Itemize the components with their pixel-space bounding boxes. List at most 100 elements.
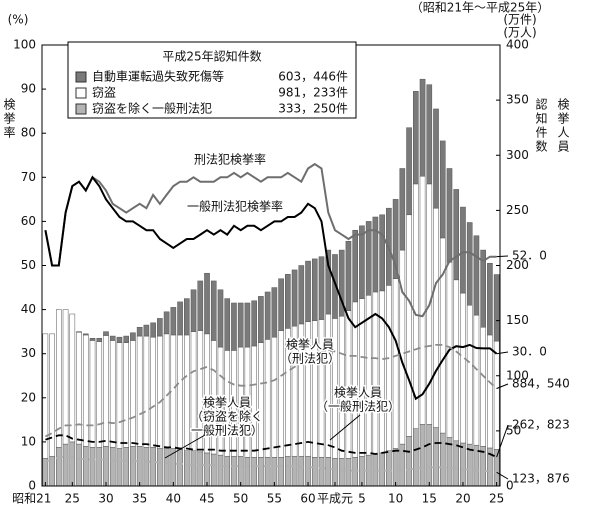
bar-segment xyxy=(345,458,352,487)
bar-segment xyxy=(224,298,231,351)
legend-box xyxy=(67,41,357,119)
bar-segment xyxy=(318,457,325,487)
x-tick-label: 10 xyxy=(388,492,403,506)
y-tick-label: 40 xyxy=(21,302,36,316)
bar-segment xyxy=(69,313,76,443)
bar-segment xyxy=(130,340,136,447)
bar-segment xyxy=(163,311,170,335)
end-label: 123，876 xyxy=(512,472,570,486)
end-label-connector xyxy=(496,351,509,355)
bar-segment xyxy=(305,455,311,487)
bar-segment xyxy=(157,335,163,449)
bar-segment xyxy=(210,453,217,487)
bar-segment xyxy=(291,455,298,487)
bar-segment xyxy=(163,333,170,449)
bar-segment xyxy=(365,221,372,296)
bar-segment xyxy=(96,447,103,487)
bar-segment xyxy=(62,443,69,487)
y-tick-label: 0 xyxy=(28,479,36,493)
bar-segment xyxy=(197,451,204,487)
bar-segment xyxy=(123,335,130,343)
bar-segment xyxy=(278,278,284,331)
period: （昭和21年～平成25年） xyxy=(411,1,550,15)
bar-segment xyxy=(190,450,197,487)
bar-segment xyxy=(487,263,493,336)
bar-segment xyxy=(386,450,392,487)
bar-segment xyxy=(42,333,49,459)
legend-value: 333，250件 xyxy=(278,102,348,116)
bar-segment xyxy=(103,331,109,336)
dashed-line xyxy=(45,434,497,458)
bar-segment xyxy=(264,291,271,340)
annotation: 検挙人員 xyxy=(286,338,334,352)
bar-segment xyxy=(460,292,466,444)
y2-tick-label: 0 xyxy=(506,479,514,493)
x-tick-label: 昭和21 xyxy=(12,492,51,506)
end-label-connector xyxy=(496,424,509,458)
y2-tick-label: 400 xyxy=(506,38,529,52)
bar-segment xyxy=(258,457,264,487)
bar-segment xyxy=(473,235,480,316)
bar-segment xyxy=(399,249,406,445)
x-tick-label: 30 xyxy=(98,492,113,506)
bar-segment xyxy=(466,222,473,306)
bar-segment xyxy=(251,300,257,347)
annotation: 一般刑法犯） xyxy=(191,423,263,438)
bar-segment xyxy=(217,289,224,348)
bar-segment xyxy=(62,309,69,445)
bar-segment xyxy=(76,443,82,487)
bar-segment xyxy=(399,168,406,251)
bar-segment xyxy=(123,342,130,448)
y-unit: (%) xyxy=(8,13,29,27)
bar-segment xyxy=(197,280,204,331)
bar-segment xyxy=(177,334,183,450)
bar-segment xyxy=(305,260,311,322)
bar-segment xyxy=(352,457,359,487)
bar-segment xyxy=(379,214,385,292)
bar-segment xyxy=(338,249,345,317)
annotation: （刑法犯） xyxy=(280,352,340,366)
bar-segment xyxy=(453,189,460,281)
dashed-line xyxy=(45,343,498,438)
bar-segment xyxy=(177,449,183,487)
y-tick-label: 90 xyxy=(21,82,36,96)
end-label-connector xyxy=(496,471,509,480)
annotation: 検挙人員 xyxy=(203,396,251,410)
bar-segment xyxy=(204,272,210,335)
bar-segment xyxy=(244,302,251,348)
bar-segment xyxy=(210,280,217,341)
bar-segment xyxy=(82,333,89,336)
bar-segment xyxy=(157,448,163,487)
x-tick-label: 25 xyxy=(489,492,504,506)
bar-segment xyxy=(480,326,486,447)
bar-segment xyxy=(412,428,419,487)
bar-segment xyxy=(325,313,332,458)
x-tick-label: 35 xyxy=(132,492,147,506)
bar-segment xyxy=(439,237,446,434)
bar-segment xyxy=(231,455,237,487)
bar-segment xyxy=(493,274,500,342)
bar-segment xyxy=(69,441,76,487)
bar-segment xyxy=(103,446,109,487)
bar-segment xyxy=(460,206,466,294)
bar-segment xyxy=(89,447,96,487)
bar-segment xyxy=(271,336,278,458)
y2-tick-label: 300 xyxy=(506,148,529,162)
y-title: 検挙率 xyxy=(2,98,16,140)
y-tick-label: 50 xyxy=(21,258,36,272)
bar-segment xyxy=(392,199,399,279)
x-tick-label: 60 xyxy=(300,492,315,506)
bar-segment xyxy=(419,424,426,487)
bar-segment xyxy=(251,457,257,487)
bar-segment xyxy=(190,289,197,332)
dashed-line xyxy=(45,455,497,474)
bar-segment xyxy=(433,207,439,428)
bar-segment xyxy=(439,140,446,239)
bar-segment xyxy=(453,440,460,487)
legend-swatch xyxy=(75,71,87,83)
bar-segment xyxy=(157,318,163,337)
bar-segment xyxy=(325,457,332,487)
bar-segment xyxy=(332,254,338,319)
